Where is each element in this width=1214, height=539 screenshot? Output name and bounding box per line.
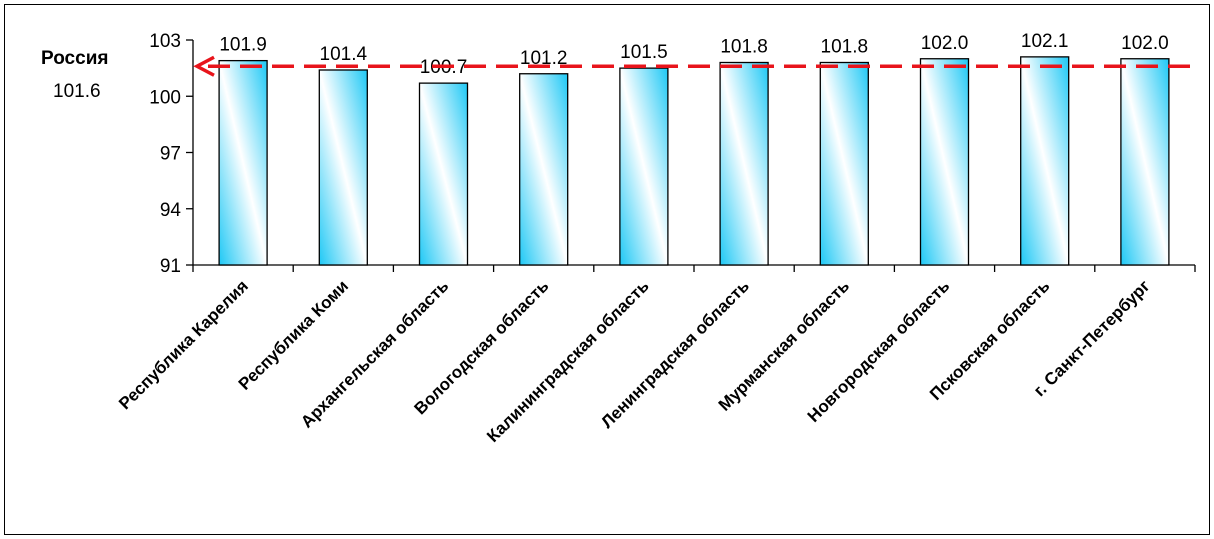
bar-value-label: 102.1 xyxy=(1021,31,1069,52)
y-tick-label: 94 xyxy=(160,200,182,221)
reference-value-label: 101.6 xyxy=(53,81,101,102)
bar-value-label: 101.4 xyxy=(320,44,368,65)
bar-value-label: 102.0 xyxy=(1121,33,1169,54)
bar xyxy=(919,58,970,266)
category-label: г. Санкт-Петербург xyxy=(1030,276,1154,400)
y-tick-label: 100 xyxy=(149,87,181,108)
category-label: Республика Карелия xyxy=(115,276,252,413)
bar xyxy=(318,69,368,266)
bars xyxy=(218,56,1170,266)
chart-frame xyxy=(4,4,1210,535)
y-axis: 91 94 97 100 103 xyxy=(149,31,194,277)
bar xyxy=(1120,58,1170,266)
y-tick-label: 97 xyxy=(160,144,181,165)
bar xyxy=(819,61,869,266)
reference-arrow xyxy=(193,55,215,77)
bar-value-label: 101.2 xyxy=(520,48,568,69)
bar-value-label: 101.9 xyxy=(219,35,267,56)
bar-value-label: 102.0 xyxy=(921,33,969,54)
category-label: Калининградская область xyxy=(483,276,653,446)
y-tick-label: 103 xyxy=(149,31,181,52)
y-tick-label: 91 xyxy=(160,256,181,277)
x-axis xyxy=(192,264,1196,272)
bar-value-label: 101.8 xyxy=(821,37,869,58)
bar-value-label: 101.5 xyxy=(620,42,668,63)
reference-line-group: Россия 101.6 xyxy=(41,48,1195,102)
category-label: Республика Коми xyxy=(235,276,352,393)
bar xyxy=(418,82,469,266)
bar xyxy=(619,67,669,266)
bar xyxy=(719,61,769,266)
bar xyxy=(218,59,268,266)
reference-label: Россия xyxy=(41,48,108,69)
bar xyxy=(519,73,569,266)
bar-value-label: 101.8 xyxy=(720,37,768,58)
value-labels: 101.9101.4100.7101.2101.5101.8101.8102.0… xyxy=(219,31,1168,78)
bar xyxy=(1020,56,1070,266)
